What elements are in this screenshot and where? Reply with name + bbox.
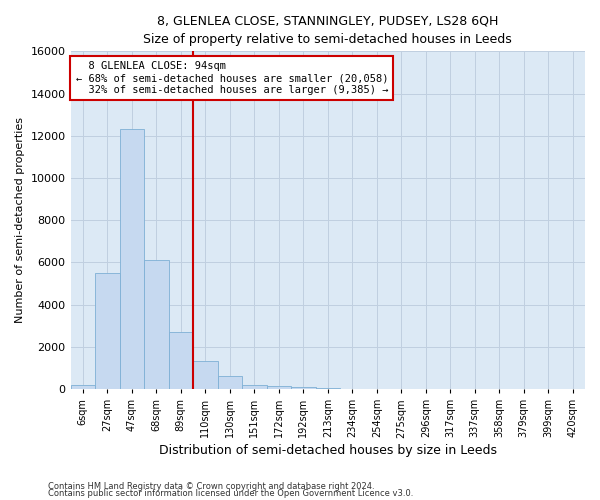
Bar xyxy=(119,130,144,389)
Text: 8 GLENLEA CLOSE: 94sqm
← 68% of semi-detached houses are smaller (20,058)
  32% : 8 GLENLEA CLOSE: 94sqm ← 68% of semi-det… xyxy=(76,62,388,94)
Title: 8, GLENLEA CLOSE, STANNINGLEY, PUDSEY, LS28 6QH
Size of property relative to sem: 8, GLENLEA CLOSE, STANNINGLEY, PUDSEY, L… xyxy=(143,15,512,46)
Text: Contains public sector information licensed under the Open Government Licence v3: Contains public sector information licen… xyxy=(48,489,413,498)
X-axis label: Distribution of semi-detached houses by size in Leeds: Distribution of semi-detached houses by … xyxy=(159,444,497,458)
Y-axis label: Number of semi-detached properties: Number of semi-detached properties xyxy=(15,117,25,323)
Bar xyxy=(169,332,193,389)
Bar xyxy=(193,360,218,389)
Bar xyxy=(95,273,119,389)
Bar xyxy=(316,388,340,389)
Text: Contains HM Land Registry data © Crown copyright and database right 2024.: Contains HM Land Registry data © Crown c… xyxy=(48,482,374,491)
Bar xyxy=(218,376,242,389)
Bar xyxy=(144,260,169,389)
Bar xyxy=(242,384,266,389)
Bar xyxy=(291,387,316,389)
Bar xyxy=(71,385,95,389)
Bar xyxy=(266,386,291,389)
